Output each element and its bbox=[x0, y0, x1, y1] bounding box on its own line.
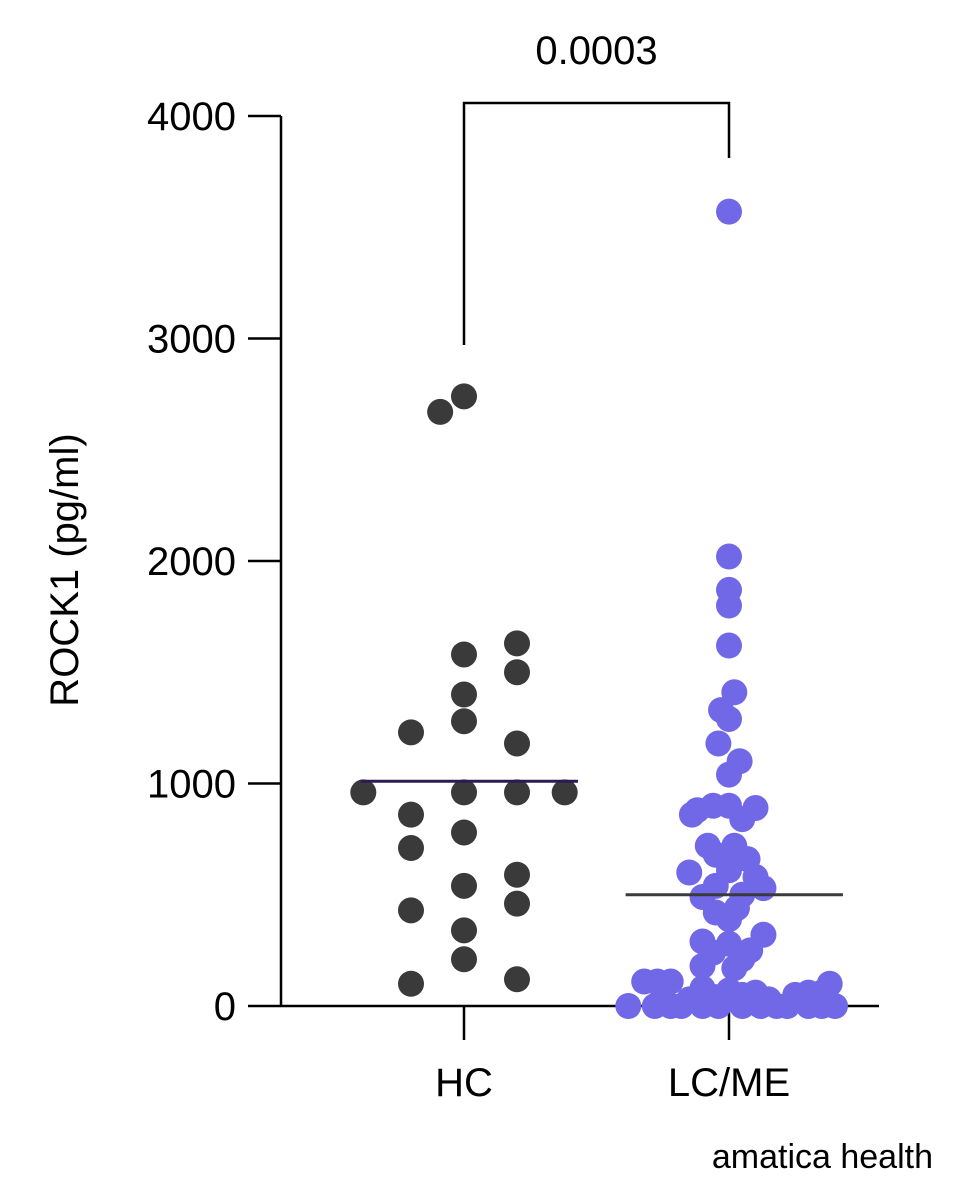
data-point bbox=[774, 993, 801, 1019]
data-point bbox=[615, 993, 642, 1019]
data-point bbox=[350, 779, 377, 806]
data-point bbox=[716, 543, 742, 570]
data-point bbox=[716, 761, 742, 788]
y-tick-label: 3000 bbox=[147, 318, 236, 362]
data-point bbox=[504, 779, 530, 806]
data-point bbox=[716, 592, 742, 619]
data-point bbox=[504, 630, 530, 657]
data-point bbox=[729, 806, 756, 833]
data-point bbox=[504, 966, 530, 993]
data-point bbox=[668, 993, 695, 1019]
data-point bbox=[451, 383, 477, 410]
data-point bbox=[427, 398, 454, 425]
significance-bracket: 0.0003 bbox=[462, 29, 731, 345]
data-point bbox=[451, 708, 477, 735]
data-point bbox=[504, 890, 530, 917]
data-point bbox=[398, 970, 424, 997]
data-point bbox=[705, 730, 732, 757]
data-point bbox=[451, 779, 477, 806]
data-point bbox=[451, 917, 477, 944]
data-point bbox=[689, 952, 716, 979]
y-tick-label: 0 bbox=[214, 985, 236, 1029]
data-point bbox=[716, 198, 742, 225]
data-point bbox=[729, 993, 756, 1019]
y-tick-label: 4000 bbox=[147, 95, 236, 139]
data-point bbox=[705, 993, 732, 1019]
data-point bbox=[451, 681, 477, 708]
data-point bbox=[398, 835, 424, 862]
data-point bbox=[716, 705, 742, 732]
median-lines bbox=[360, 779, 843, 897]
data-point bbox=[822, 993, 848, 1019]
x-tick-label: HC bbox=[435, 1061, 493, 1105]
data-point bbox=[716, 632, 742, 659]
data-point bbox=[678, 801, 705, 828]
data-point bbox=[504, 861, 530, 888]
y-axis: 0 1000 2000 3000 4000 bbox=[147, 95, 283, 1029]
y-tick-label: 2000 bbox=[147, 540, 236, 584]
p-value-label: 0.0003 bbox=[535, 29, 657, 73]
data-points bbox=[350, 198, 848, 1019]
data-point bbox=[398, 719, 424, 746]
x-tick-label: LC/ME bbox=[668, 1061, 790, 1105]
data-point bbox=[721, 679, 748, 706]
data-point bbox=[451, 872, 477, 899]
data-point bbox=[676, 859, 703, 886]
data-point bbox=[398, 801, 424, 828]
data-point bbox=[504, 659, 530, 686]
data-point bbox=[721, 955, 748, 982]
data-point bbox=[451, 946, 477, 973]
bracket-line bbox=[462, 101, 731, 345]
y-tick-label: 1000 bbox=[147, 763, 236, 807]
data-point bbox=[398, 897, 424, 924]
data-point bbox=[504, 730, 530, 757]
data-point bbox=[716, 906, 742, 933]
y-axis-title: ROCK1 (pg/ml) bbox=[43, 433, 87, 706]
data-point bbox=[451, 641, 477, 668]
x-axis: HC LC/ME bbox=[281, 1004, 879, 1105]
watermark-text: amatica health bbox=[712, 1138, 933, 1176]
data-point bbox=[451, 819, 477, 846]
data-point bbox=[551, 779, 578, 806]
